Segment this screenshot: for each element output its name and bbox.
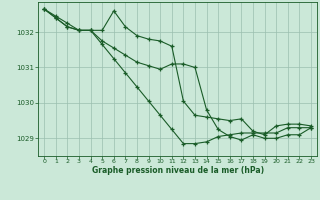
X-axis label: Graphe pression niveau de la mer (hPa): Graphe pression niveau de la mer (hPa) xyxy=(92,166,264,175)
